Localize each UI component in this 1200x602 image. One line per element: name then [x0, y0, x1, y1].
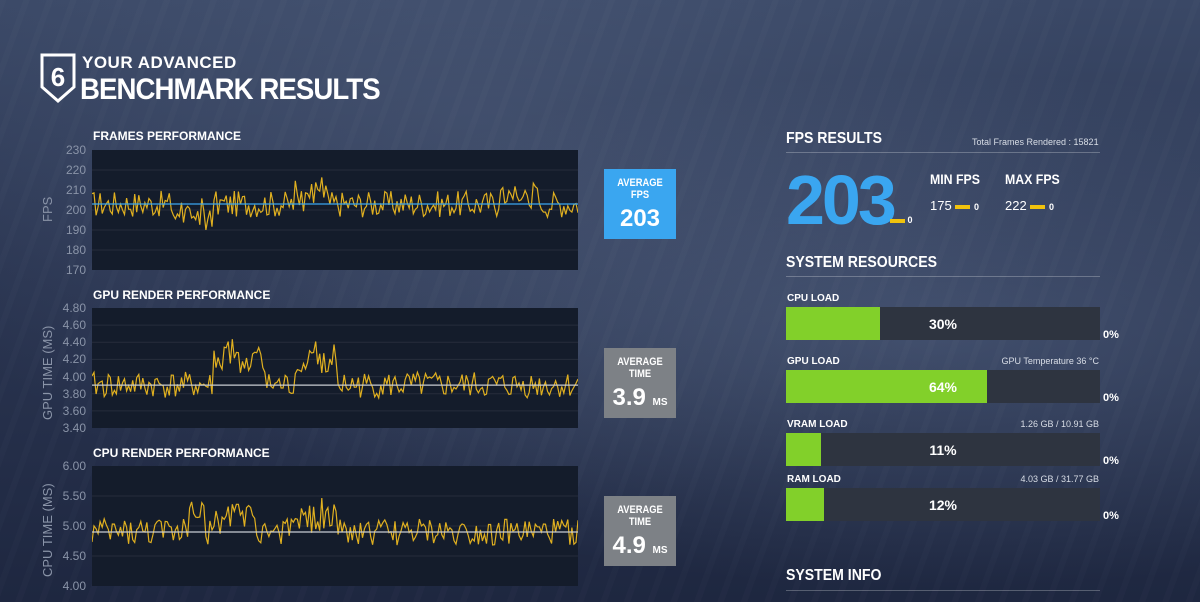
fps-chart-title: FRAMES PERFORMANCE — [93, 129, 242, 143]
header-subtitle: YOUR ADVANCED — [82, 53, 237, 72]
average-gpu-time-value: 3.9 MS — [612, 384, 668, 411]
resource-info: GPU Temperature 36 °C — [1001, 356, 1099, 366]
series-line — [92, 339, 578, 400]
axis-tick-label: 6.00 — [62, 459, 86, 473]
axis-tick-label: 170 — [65, 263, 86, 277]
system-resources-title: SYSTEM RESOURCES — [786, 254, 938, 271]
resource-bar: 12% — [786, 488, 1100, 521]
axis-tick-label: 4.60 — [62, 318, 86, 333]
average-cpu-time-value: 4.9 MS — [612, 532, 668, 559]
axis-tick-label: 5.00 — [62, 519, 86, 533]
resource-bar: 64% — [786, 370, 1100, 403]
axis-tick-label: 210 — [65, 183, 86, 197]
resource-min-value: 0% — [1103, 392, 1119, 404]
divider — [786, 152, 1100, 153]
resource-bar-fill — [786, 433, 821, 466]
axis-tick-label: 4.50 — [62, 549, 86, 563]
average-fps-value: 203 — [619, 205, 661, 232]
axis-tick-label: 5.50 — [62, 489, 86, 503]
max-fps-value: 222 0 — [1005, 198, 1054, 213]
resource-label: CPU LOAD — [787, 293, 840, 304]
axis-tick-label: 3.40 — [62, 421, 86, 435]
average-cpu-time-box: AVERAGE TIME 4.9 MS — [604, 496, 676, 566]
resource-info: 4.03 GB / 31.77 GB — [1020, 474, 1099, 484]
resource-label: RAM LOAD — [787, 474, 841, 485]
resource-percent: 64% — [928, 379, 958, 395]
resource-bar-fill — [786, 307, 881, 340]
resource-min-value: 0% — [1103, 510, 1119, 522]
average-fps-big: 203 — [786, 161, 897, 239]
resource-bar-fill — [786, 370, 987, 403]
axis-tick-label: 4.40 — [62, 335, 86, 350]
axis-tick-label: 4.80 — [62, 301, 86, 315]
total-frames-rendered: Total Frames Rendered : 15821 — [972, 137, 1099, 147]
axis-tick-label: 3.60 — [62, 403, 86, 418]
resource-percent: 12% — [928, 497, 958, 513]
resource-min-value: 0% — [1103, 455, 1119, 467]
gpu-chart-title: GPU RENDER PERFORMANCE — [93, 288, 271, 302]
axis-tick-label: 4.00 — [62, 579, 86, 593]
gpu-chart — [92, 308, 578, 428]
axis-tick-label: 4.20 — [62, 352, 86, 367]
resource-bar: 11% — [786, 433, 1100, 466]
average-gpu-time-label: AVERAGE TIME — [617, 356, 663, 380]
average-fps-label: AVERAGE FPS — [617, 177, 663, 201]
divider — [786, 276, 1100, 277]
resource-percent: 11% — [929, 442, 957, 458]
system-info-title: SYSTEM INFO — [786, 567, 882, 584]
min-fps-label: MIN FPS — [930, 171, 980, 187]
fps-chart — [92, 150, 578, 270]
axis-tick-label: 3.80 — [62, 386, 86, 401]
resource-bar-fill — [786, 488, 824, 521]
axis-tick-label: 4.00 — [62, 369, 86, 384]
min-fps-value: 175 0 — [930, 198, 979, 213]
average-gpu-time-box: AVERAGE TIME 3.9 MS — [604, 348, 676, 418]
rainbow-six-logo: 6 — [40, 53, 76, 103]
axis-tick-label: 180 — [65, 243, 86, 257]
max-fps-label: MAX FPS — [1005, 171, 1060, 187]
chart-plot — [92, 169, 578, 251]
svg-text:6: 6 — [51, 62, 65, 92]
cpu-chart-title: CPU RENDER PERFORMANCE — [93, 446, 270, 460]
average-fps-marker: 0 — [890, 215, 913, 225]
resource-label: GPU LOAD — [787, 356, 840, 367]
average-cpu-time-label: AVERAGE TIME — [617, 504, 663, 528]
resource-percent: 30% — [928, 316, 958, 332]
resource-label: VRAM LOAD — [787, 419, 848, 430]
series-line — [92, 177, 578, 231]
fps-results-title: FPS RESULTS — [786, 130, 882, 147]
divider — [786, 590, 1100, 591]
cpu-chart — [92, 466, 578, 586]
resource-min-value: 0% — [1103, 329, 1119, 341]
series-line — [92, 498, 578, 546]
axis-tick-label: 190 — [65, 223, 86, 237]
chart-plot — [92, 324, 578, 412]
chart-plot — [92, 495, 578, 557]
resource-bar: 30% — [786, 307, 1100, 340]
average-fps-box: AVERAGE FPS 203 — [604, 169, 676, 239]
axis-tick-label: 200 — [65, 203, 86, 217]
resource-info: 1.26 GB / 10.91 GB — [1020, 419, 1099, 429]
page-title: BENCHMARK RESULTS — [80, 73, 381, 106]
axis-tick-label: 230 — [65, 143, 86, 157]
axis-tick-label: 220 — [65, 163, 86, 177]
